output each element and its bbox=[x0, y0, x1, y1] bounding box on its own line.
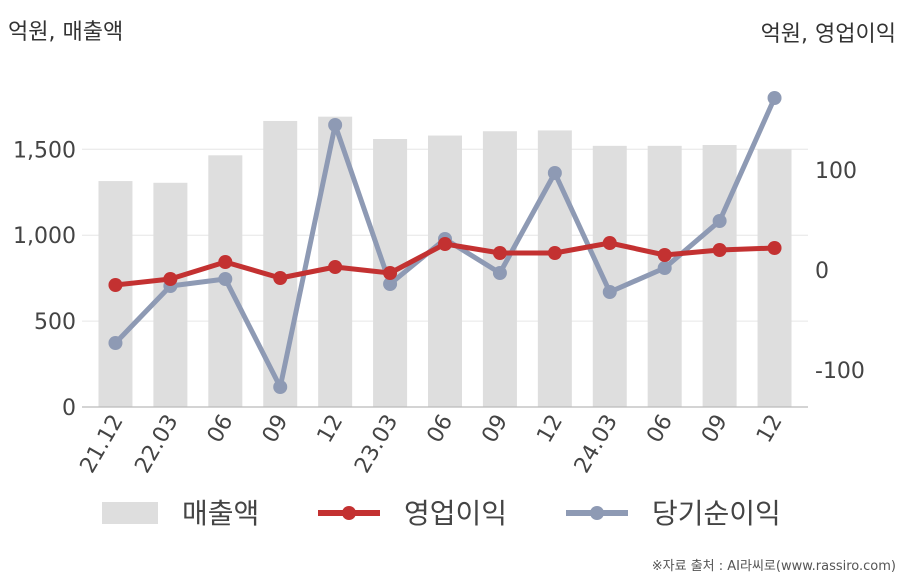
legend-marker-operating-profit bbox=[342, 506, 356, 520]
legend-marker-net-income bbox=[590, 506, 604, 520]
left-tick-label: 0 bbox=[62, 396, 76, 421]
point-당기순이익 bbox=[712, 214, 727, 228]
point-당기순이익 bbox=[602, 285, 617, 299]
x-tick-label: 06 bbox=[423, 411, 459, 448]
point-영업이익 bbox=[602, 236, 617, 250]
x-tick-label: 24.03 bbox=[570, 411, 623, 478]
point-영업이익 bbox=[328, 260, 343, 274]
legend-label-operating-profit: 영업이익 bbox=[404, 497, 507, 530]
bar-매출액 bbox=[98, 181, 133, 407]
bar-매출액 bbox=[592, 145, 627, 407]
point-영업이익 bbox=[657, 248, 672, 262]
point-당기순이익 bbox=[218, 272, 233, 286]
right-tick-label: 0 bbox=[815, 259, 829, 284]
point-영업이익 bbox=[163, 272, 178, 286]
point-당기순이익 bbox=[108, 336, 123, 350]
legend-label-net-income: 당기순이익 bbox=[652, 497, 781, 530]
right-axis-title: 억원, 영업이익 bbox=[760, 22, 896, 47]
point-당기순이익 bbox=[383, 277, 398, 291]
left-tick-label: 500 bbox=[34, 310, 76, 335]
point-당기순이익 bbox=[547, 166, 562, 180]
x-tick-label: 22.03 bbox=[130, 411, 183, 478]
point-당기순이익 bbox=[767, 91, 782, 105]
left-tick-label: 1,000 bbox=[13, 224, 76, 249]
x-tick-label: 06 bbox=[203, 411, 239, 448]
legend-swatch-sales bbox=[102, 502, 158, 524]
x-tick-label: 09 bbox=[477, 411, 513, 448]
point-당기순이익 bbox=[492, 266, 507, 280]
legend-label-sales: 매출액 bbox=[182, 497, 259, 530]
right-tick-label: -100 bbox=[815, 359, 865, 384]
right-tick-label: 100 bbox=[815, 159, 857, 184]
point-영업이익 bbox=[712, 243, 727, 257]
left-tick-label: 1,500 bbox=[13, 138, 76, 163]
bar-매출액 bbox=[428, 135, 462, 407]
x-tick-label: 21.12 bbox=[76, 411, 129, 478]
x-tick-label: 12 bbox=[752, 411, 788, 448]
point-영업이익 bbox=[108, 278, 123, 292]
x-tick-label: 12 bbox=[313, 411, 349, 448]
point-영업이익 bbox=[547, 246, 562, 260]
point-당기순이익 bbox=[328, 118, 343, 132]
x-tick-label: 23.03 bbox=[350, 411, 403, 478]
x-tick-label: 09 bbox=[258, 411, 294, 448]
point-영업이익 bbox=[492, 246, 507, 260]
source-note: ※자료 출처 : AI라씨로(www.rassiro.com) bbox=[651, 559, 896, 574]
left-axis-title: 억원, 매출액 bbox=[8, 20, 124, 45]
point-영업이익 bbox=[218, 255, 233, 269]
point-영업이익 bbox=[273, 271, 288, 285]
point-영업이익 bbox=[767, 241, 782, 255]
point-영업이익 bbox=[438, 237, 452, 251]
x-tick-label: 09 bbox=[697, 411, 733, 448]
point-영업이익 bbox=[383, 266, 398, 280]
bar-매출액 bbox=[647, 145, 682, 407]
point-당기순이익 bbox=[273, 380, 288, 394]
bar-매출액 bbox=[702, 145, 737, 407]
point-당기순이익 bbox=[657, 261, 672, 275]
x-tick-label: 06 bbox=[642, 411, 678, 448]
x-tick-label: 12 bbox=[532, 411, 568, 448]
bar-매출액 bbox=[757, 149, 792, 408]
